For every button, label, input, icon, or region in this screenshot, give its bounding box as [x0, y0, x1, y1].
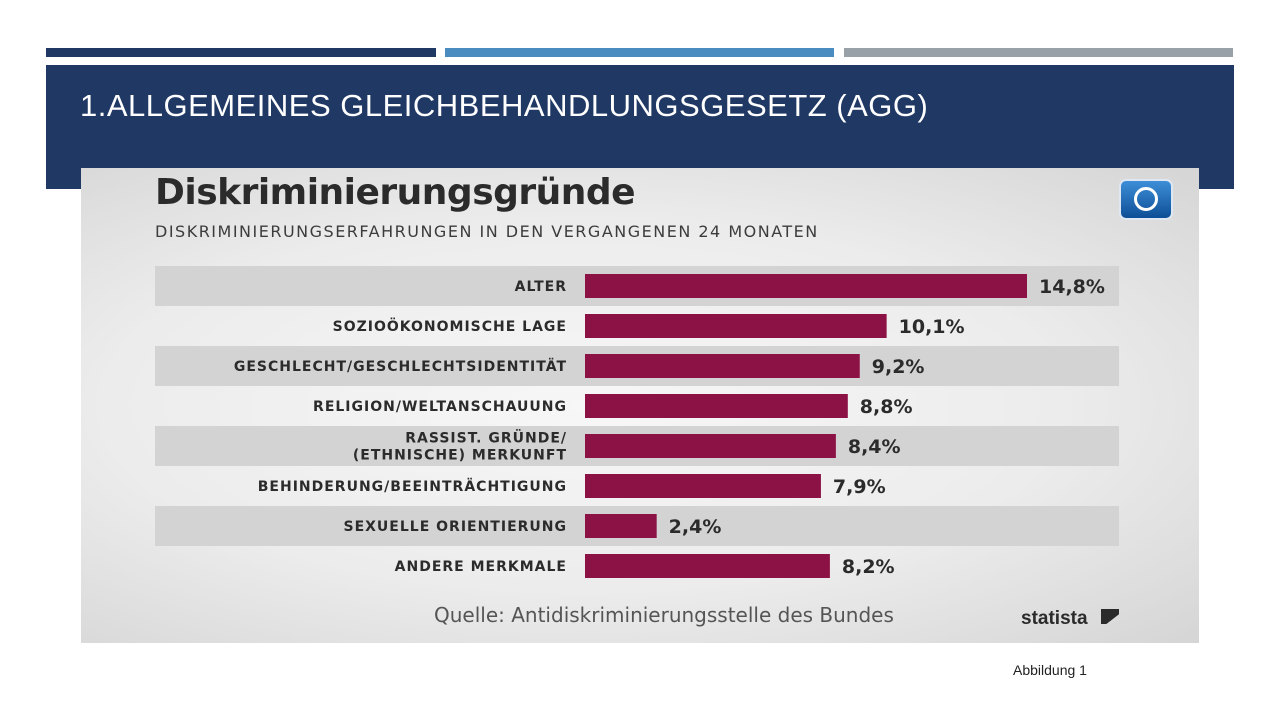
chart-image: Diskriminierungsgründe DISKRIMINIERUNGSE… [81, 168, 1199, 643]
category-label: GESCHLECHT/GESCHLECHTSIDENTITÄT [234, 358, 567, 375]
bar [585, 354, 860, 378]
value-label: 8,2% [842, 556, 895, 578]
bar [585, 514, 657, 538]
value-label: 8,8% [860, 396, 913, 418]
bar-chart: 14,8% ALTER 10,1% SOZIOÖKONOMISCHE LAGE 9,2%… [155, 266, 1119, 578]
accent-bar-gray [844, 48, 1233, 57]
category-label: RASSIST. GRÜNDE/ [405, 429, 567, 447]
chart-title: Diskriminierungsgründe [155, 172, 636, 213]
slide-title: 1.ALLGEMEINES GLEICHBEHANDLUNGSGESETZ (A… [80, 88, 929, 123]
accent-bar-blue [445, 48, 834, 57]
chart-source: Quelle: Antidiskriminierungsstelle des B… [434, 603, 894, 627]
value-label: 10,1% [899, 316, 965, 338]
category-label: (ETHNISCHE) MERKUNFT [353, 448, 567, 464]
chart-subtitle: DISKRIMINIERUNGSERFAHRUNGEN IN DEN VERGA… [155, 222, 819, 241]
value-label: 14,8% [1039, 276, 1105, 298]
bar [585, 314, 887, 338]
accent-bar-dark [46, 48, 436, 57]
category-label: RELIGION/WELTANSCHAUUNG [313, 399, 567, 415]
category-label: ANDERE MERKMALE [395, 559, 567, 575]
bar [585, 554, 830, 578]
figure-caption: Abbildung 1 [1013, 662, 1087, 678]
category-label: BEHINDERUNG/BEEINTRÄCHTIGUNG [258, 478, 567, 495]
value-label: 2,4% [669, 516, 722, 538]
category-label: SEXUELLE ORIENTIERUNG [343, 519, 567, 535]
bar [585, 274, 1027, 298]
category-label: SOZIOÖKONOMISCHE LAGE [333, 317, 567, 335]
bar [585, 394, 848, 418]
value-label: 7,9% [833, 476, 886, 498]
statista-brand: statista [1021, 608, 1088, 629]
value-label: 9,2% [872, 356, 925, 378]
broadcaster-logo-icon [1119, 179, 1173, 220]
value-label: 8,4% [848, 436, 901, 458]
category-label: ALTER [515, 279, 567, 295]
bar [585, 434, 836, 458]
bar [585, 474, 821, 498]
